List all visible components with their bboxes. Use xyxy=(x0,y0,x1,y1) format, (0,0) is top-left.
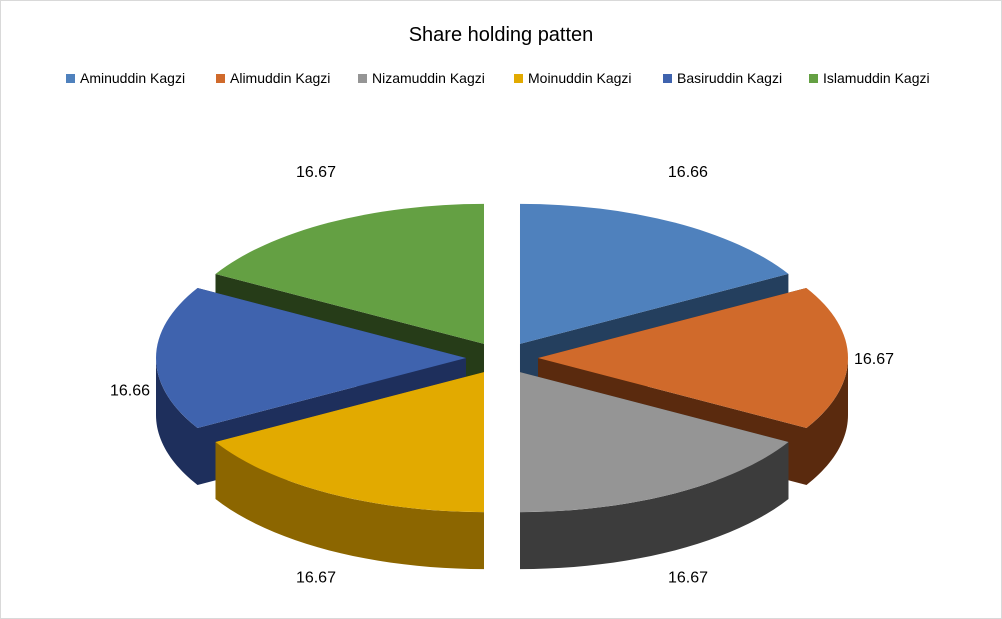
chart-title: Share holding patten xyxy=(409,24,594,46)
slice-rim xyxy=(806,357,848,485)
legend-item: Basiruddin Kagzi xyxy=(663,70,782,86)
legend-label: Basiruddin Kagzi xyxy=(677,70,782,86)
pie-slice xyxy=(538,287,849,428)
legend-swatch xyxy=(66,74,75,83)
legend-label: Alimuddin Kagzi xyxy=(230,70,330,86)
legend-label: Aminuddin Kagzi xyxy=(80,70,185,86)
legend-swatch xyxy=(514,74,523,83)
legend-label: Moinuddin Kagzi xyxy=(528,70,632,86)
data-label: 16.66 xyxy=(668,164,708,181)
data-label: 16.67 xyxy=(296,164,336,181)
legend: Aminuddin Kagzi Alimuddin Kagzi Nizamuddin… xyxy=(66,70,930,86)
pie-slice xyxy=(156,288,466,428)
legend-swatch xyxy=(358,74,367,83)
legend-swatch xyxy=(809,74,818,83)
legend-item: Islamuddin Kagzi xyxy=(809,70,930,86)
data-label: 16.67 xyxy=(296,569,336,586)
legend-item: Nizamuddin Kagzi xyxy=(358,70,485,86)
slice-rim xyxy=(520,442,789,570)
legend-item: Alimuddin Kagzi xyxy=(216,70,330,86)
pie-slice xyxy=(520,372,789,513)
legend-swatch xyxy=(663,74,672,83)
pie-slice xyxy=(215,372,484,513)
pie-tops xyxy=(156,203,849,513)
pie-slice xyxy=(519,203,789,344)
legend-swatch xyxy=(216,74,225,83)
legend-item: Moinuddin Kagzi xyxy=(514,70,632,86)
slice-rim xyxy=(215,442,484,570)
data-label: 16.67 xyxy=(854,351,894,368)
pie-slice xyxy=(215,203,484,344)
data-label: 16.67 xyxy=(668,569,708,586)
slice-rim xyxy=(156,358,198,485)
legend-item: Aminuddin Kagzi xyxy=(66,70,185,86)
data-label: 16.66 xyxy=(110,382,150,399)
data-labels: 16.66 16.67 16.67 16.67 16.66 16.67 xyxy=(110,164,894,586)
legend-label: Nizamuddin Kagzi xyxy=(372,70,485,86)
legend-label: Islamuddin Kagzi xyxy=(823,70,930,86)
